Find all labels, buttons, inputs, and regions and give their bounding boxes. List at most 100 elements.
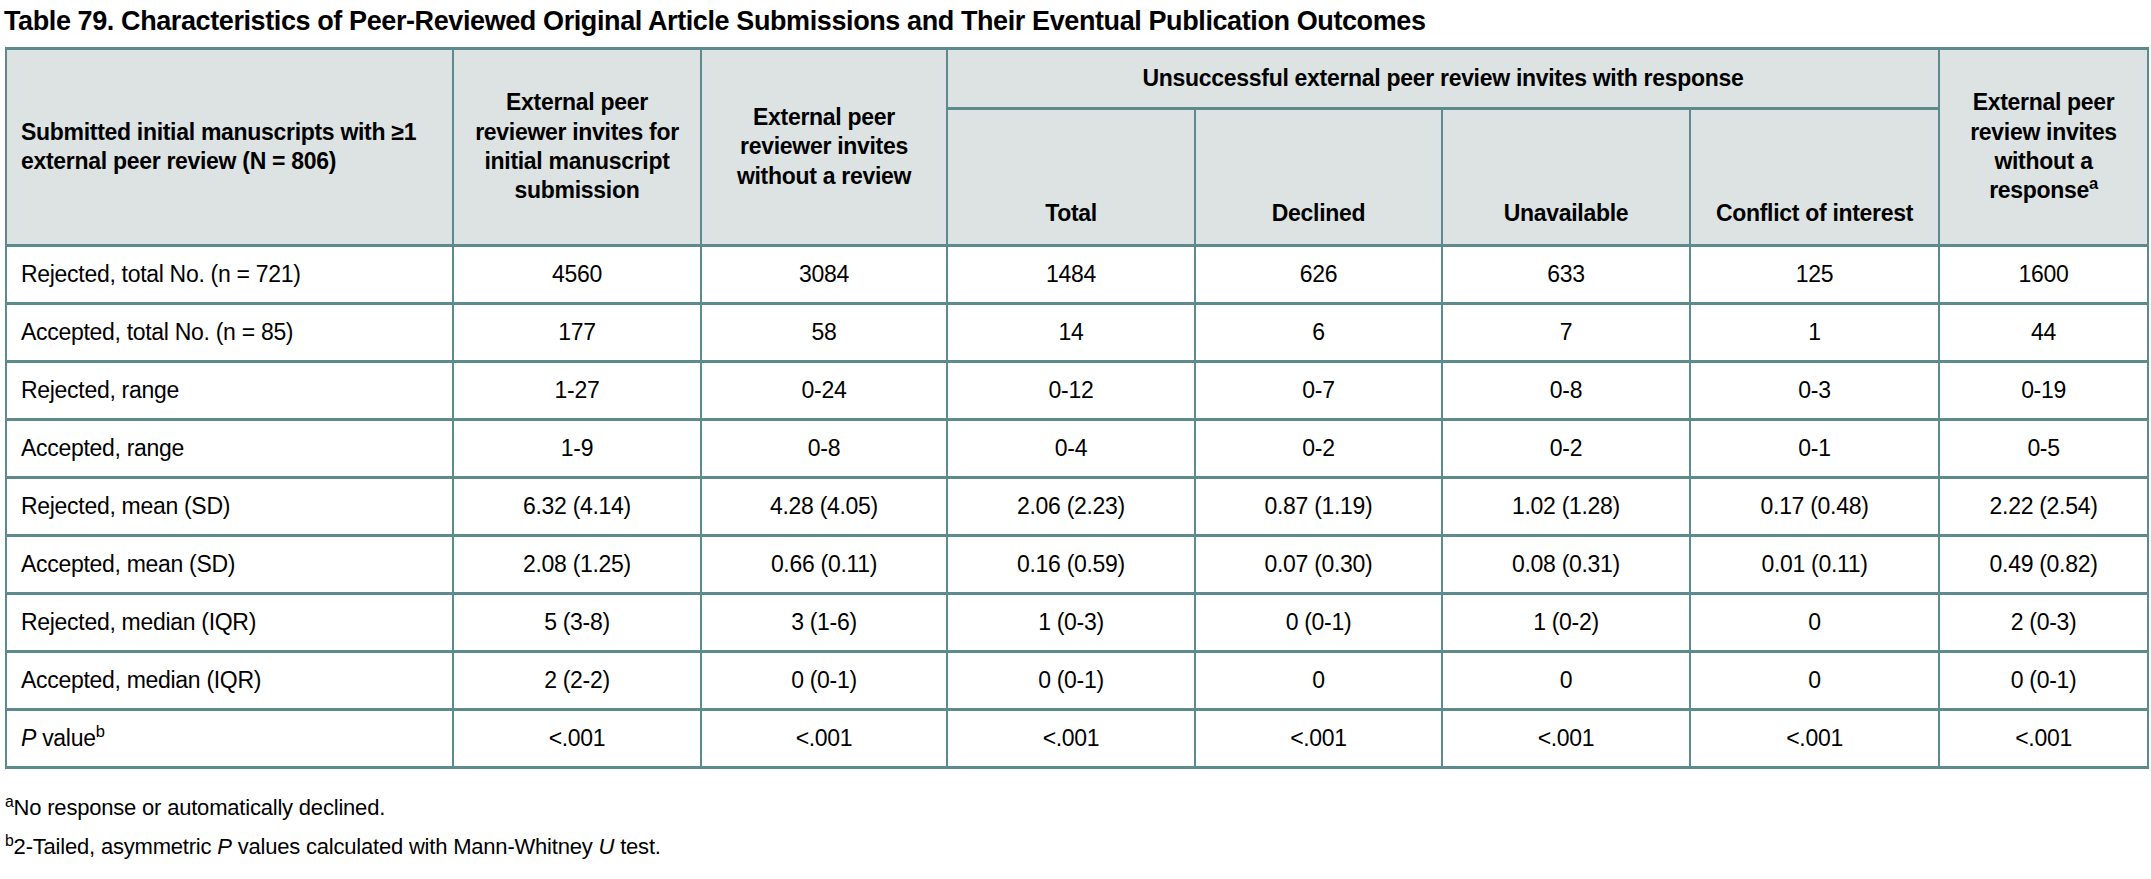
cell-value: 0.01 (0.11): [1690, 536, 1939, 594]
cell-value: 2 (0-3): [1939, 594, 2148, 652]
cell-value: 1484: [947, 246, 1195, 304]
cell-value: 4560: [453, 246, 701, 304]
row-label: Accepted, mean (SD): [6, 536, 453, 594]
cell-value: 0-3: [1690, 362, 1939, 420]
row-label-text: Rejected, total No. (n = 721): [21, 261, 301, 287]
cell-value: 0-24: [701, 362, 947, 420]
cell-value: 4.28 (4.05): [701, 478, 947, 536]
row-label-text: Rejected, median (IQR): [21, 609, 256, 635]
row-label-italic: P: [21, 725, 36, 751]
row-label: P valueb: [6, 710, 453, 768]
cell-value: 633: [1442, 246, 1690, 304]
table-row: Rejected, total No. (n = 721) 4560 3084 …: [6, 246, 2148, 304]
cell-value: 0.16 (0.59): [947, 536, 1195, 594]
footnote-b-text-2: values calculated with Mann-Whitney: [232, 834, 599, 859]
table-row: Rejected, median (IQR) 5 (3-8) 3 (1-6) 1…: [6, 594, 2148, 652]
footnote-b-text-3: test.: [614, 834, 661, 859]
column-header-unavailable: Unavailable: [1442, 109, 1690, 246]
row-label: Rejected, mean (SD): [6, 478, 453, 536]
cell-value: 1-9: [453, 420, 701, 478]
column-header-invites-without-response: External peer review invites without a r…: [1939, 49, 2148, 246]
cell-value: <.001: [1690, 710, 1939, 768]
cell-value: 7: [1442, 304, 1690, 362]
row-label: Accepted, median (IQR): [6, 652, 453, 710]
cell-value: 0.07 (0.30): [1195, 536, 1442, 594]
footnote-marker-a: a: [2089, 175, 2098, 194]
footnote-a-text: No response or automatically declined.: [14, 795, 386, 820]
footnote-a: aNo response or automatically declined.: [5, 795, 2151, 821]
row-label-sup: b: [96, 722, 105, 741]
cell-value: <.001: [701, 710, 947, 768]
row-label-text: Rejected, mean (SD): [21, 493, 230, 519]
cell-value: 5 (3-8): [453, 594, 701, 652]
table-body: Rejected, total No. (n = 721) 4560 3084 …: [6, 246, 2148, 768]
cell-value: 6: [1195, 304, 1442, 362]
footnote-a-marker: a: [5, 793, 14, 810]
cell-value: 0-5: [1939, 420, 2148, 478]
cell-value: <.001: [1939, 710, 2148, 768]
cell-value: 1-27: [453, 362, 701, 420]
table-row: Accepted, range 1-9 0-8 0-4 0-2 0-2 0-1 …: [6, 420, 2148, 478]
cell-value: 0-8: [1442, 362, 1690, 420]
column-header-invites-initial: External peer reviewer invites for initi…: [453, 49, 701, 246]
cell-value: 0 (0-1): [1939, 652, 2148, 710]
cell-value: 1 (0-3): [947, 594, 1195, 652]
cell-value: 0-4: [947, 420, 1195, 478]
cell-value: 0: [1690, 594, 1939, 652]
publication-outcomes-table: Submitted initial manuscripts with ≥1 ex…: [5, 47, 2149, 769]
cell-value: 2.22 (2.54): [1939, 478, 2148, 536]
cell-value: 1600: [1939, 246, 2148, 304]
row-label: Rejected, range: [6, 362, 453, 420]
table-row: Accepted, mean (SD) 2.08 (1.25) 0.66 (0.…: [6, 536, 2148, 594]
row-label-text: Accepted, range: [21, 435, 184, 461]
table-row: Rejected, range 1-27 0-24 0-12 0-7 0-8 0…: [6, 362, 2148, 420]
cell-value: 6.32 (4.14): [453, 478, 701, 536]
cell-value: 0: [1195, 652, 1442, 710]
cell-value: 0 (0-1): [1195, 594, 1442, 652]
column-header-invites-without-review: External peer reviewer invites without a…: [701, 49, 947, 246]
cell-value: 0.87 (1.19): [1195, 478, 1442, 536]
column-header-total: Total: [947, 109, 1195, 246]
page: Table 79. Characteristics of Peer-Review…: [0, 0, 2151, 879]
column-header-conflict-of-interest: Conflict of interest: [1690, 109, 1939, 246]
cell-value: 0 (0-1): [701, 652, 947, 710]
cell-value: 0: [1442, 652, 1690, 710]
row-label: Accepted, total No. (n = 85): [6, 304, 453, 362]
table-row: Accepted, total No. (n = 85) 177 58 14 6…: [6, 304, 2148, 362]
cell-value: 0-19: [1939, 362, 2148, 420]
header-row-top: Submitted initial manuscripts with ≥1 ex…: [6, 49, 2148, 109]
footnote-b-italic-p: P: [217, 834, 231, 859]
column-header-declined: Declined: [1195, 109, 1442, 246]
cell-value: 0.49 (0.82): [1939, 536, 2148, 594]
cell-value: 177: [453, 304, 701, 362]
cell-value: 2.06 (2.23): [947, 478, 1195, 536]
table-row: Accepted, median (IQR) 2 (2-2) 0 (0-1) 0…: [6, 652, 2148, 710]
row-label-text: value: [36, 725, 96, 751]
cell-value: 0-8: [701, 420, 947, 478]
cell-value: 3084: [701, 246, 947, 304]
cell-value: 0: [1690, 652, 1939, 710]
cell-value: 0 (0-1): [947, 652, 1195, 710]
cell-value: <.001: [1195, 710, 1442, 768]
cell-value: 1: [1690, 304, 1939, 362]
cell-value: 58: [701, 304, 947, 362]
column-group-header-unsuccessful: Unsuccessful external peer review invite…: [947, 49, 1939, 109]
cell-value: 1.02 (1.28): [1442, 478, 1690, 536]
footnote-b-marker: b: [5, 832, 14, 849]
cell-value: <.001: [947, 710, 1195, 768]
footnote-b-italic-u: U: [599, 834, 615, 859]
cell-value: <.001: [1442, 710, 1690, 768]
cell-value: 14: [947, 304, 1195, 362]
cell-value: 0.17 (0.48): [1690, 478, 1939, 536]
footnote-b-text-1: 2-Tailed, asymmetric: [14, 834, 218, 859]
cell-value: 2.08 (1.25): [453, 536, 701, 594]
table-header: Submitted initial manuscripts with ≥1 ex…: [6, 49, 2148, 246]
cell-value: 0-12: [947, 362, 1195, 420]
table-row: P valueb <.001 <.001 <.001 <.001 <.001 <…: [6, 710, 2148, 768]
row-label-text: Accepted, mean (SD): [21, 551, 235, 577]
cell-value: 125: [1690, 246, 1939, 304]
footnote-b: b2-Tailed, asymmetric P values calculate…: [5, 834, 2151, 860]
cell-value: <.001: [453, 710, 701, 768]
row-label-text: Accepted, median (IQR): [21, 667, 261, 693]
table-row: Rejected, mean (SD) 6.32 (4.14) 4.28 (4.…: [6, 478, 2148, 536]
